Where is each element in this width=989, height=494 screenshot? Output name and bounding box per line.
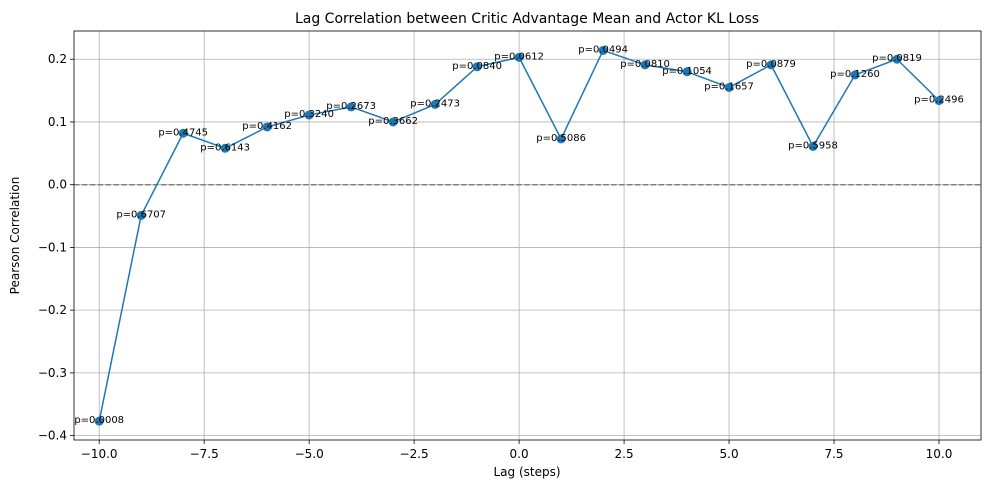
data-point <box>136 210 146 220</box>
data-point <box>388 117 398 127</box>
data-point <box>724 82 734 92</box>
p-value-label: p=0.1054 <box>662 66 712 77</box>
p-value-label: p=0.0810 <box>620 59 670 70</box>
data-point <box>346 102 356 112</box>
x-tick-label: 7.5 <box>824 447 843 461</box>
p-value-label: p=0.0008 <box>74 415 124 426</box>
data-point <box>850 70 860 80</box>
data-point <box>808 141 818 151</box>
y-axis-ticks: −0.4 −0.3 −0.2 −0.1 0.0 0.1 0.2 <box>38 52 74 443</box>
p-value-label: p=0.4745 <box>158 127 208 138</box>
plot-frame <box>73 30 982 441</box>
data-point <box>598 45 608 55</box>
x-tick-label: −10.0 <box>81 447 118 461</box>
p-value-label: p=0.2673 <box>326 101 376 112</box>
x-axis-title: Lag (steps) <box>493 465 560 479</box>
x-axis-ticks: −10.0 −7.5 −5.0 −2.5 0.0 2.5 5.0 7.5 10.0 <box>81 440 953 461</box>
p-value-label: p=0.2496 <box>914 95 964 106</box>
y-tick-label: 0.1 <box>48 115 67 129</box>
p-value-label: p=0.0840 <box>452 61 502 72</box>
data-point <box>304 110 314 120</box>
data-point <box>514 52 524 62</box>
annotation-layer: p=0.0008 p=0.6707 p=0.4745 p=0.6143 p=0.4162… <box>74 44 964 426</box>
data-point <box>262 122 272 132</box>
y-tick-label: 0.2 <box>48 52 67 66</box>
data-point <box>430 99 440 109</box>
x-tick-label: 5.0 <box>720 447 739 461</box>
p-value-label: p=0.6707 <box>116 209 166 220</box>
x-tick-label: 10.0 <box>926 447 953 461</box>
data-point <box>682 67 692 77</box>
x-tick-label: 0.0 <box>510 447 529 461</box>
y-tick-label: −0.4 <box>38 429 67 443</box>
p-value-label: p=0.5958 <box>788 140 838 151</box>
p-value-label: p=0.1657 <box>704 81 754 92</box>
y-tick-label: −0.3 <box>38 366 67 380</box>
data-point <box>766 60 776 70</box>
p-value-label: p=0.3240 <box>284 109 334 120</box>
x-tick-label: 2.5 <box>615 447 634 461</box>
p-value-label: p=0.4162 <box>242 121 292 132</box>
y-tick-label: −0.2 <box>38 303 67 317</box>
p-value-label: p=0.3662 <box>368 116 418 127</box>
p-value-label: p=0.5086 <box>536 133 586 144</box>
data-point <box>220 143 230 153</box>
x-tick-label: −7.5 <box>190 447 219 461</box>
p-value-label: p=0.0819 <box>872 53 922 64</box>
p-value-label: p=0.0612 <box>494 51 544 62</box>
x-tick-label: −2.5 <box>400 447 429 461</box>
data-point <box>640 60 650 70</box>
p-value-label: p=0.1260 <box>830 69 880 80</box>
data-point <box>94 416 104 426</box>
y-tick-label: −0.1 <box>38 240 67 254</box>
data-point <box>178 128 188 138</box>
y-axis-title: Pearson Correlation <box>8 177 22 295</box>
p-value-label: p=0.0879 <box>746 59 796 70</box>
series-layer <box>94 45 944 426</box>
p-value-label: p=0.6143 <box>200 142 250 153</box>
data-point <box>892 54 902 64</box>
data-point <box>472 62 482 72</box>
p-value-label: p=0.2473 <box>410 98 460 109</box>
chart-title: Lag Correlation between Critic Advantage… <box>295 11 759 27</box>
data-point <box>934 96 944 106</box>
x-tick-label: −5.0 <box>295 447 324 461</box>
p-value-label: p=0.0494 <box>578 44 628 55</box>
data-point <box>556 134 566 144</box>
y-tick-label: 0.0 <box>48 178 67 192</box>
